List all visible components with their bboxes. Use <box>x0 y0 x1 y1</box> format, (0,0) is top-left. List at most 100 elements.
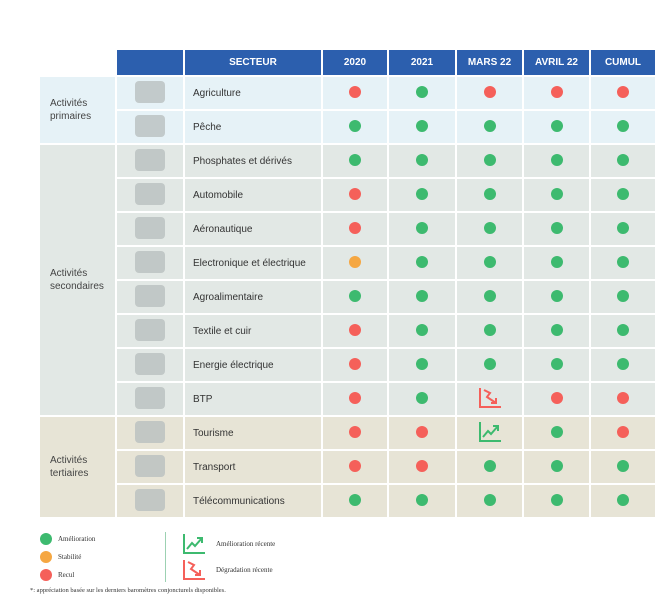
status-cell <box>455 109 524 145</box>
status-cell <box>387 415 457 451</box>
green-status-dot <box>416 85 428 98</box>
red-status-dot <box>550 85 563 98</box>
train-icon <box>115 449 185 485</box>
status-cell <box>387 75 457 111</box>
group-label: Activités secondaires <box>38 143 117 417</box>
car-icon <box>115 177 185 213</box>
green-status-dot <box>617 493 629 506</box>
green-status-dot <box>416 391 428 404</box>
status-cell <box>589 279 657 315</box>
legend-divider <box>165 532 166 582</box>
sector-name: BTP <box>183 381 323 417</box>
status-cell <box>522 381 591 417</box>
status-cell <box>387 211 457 247</box>
red-status-dot <box>483 85 496 98</box>
icon-header <box>115 48 185 77</box>
green-status-dot <box>483 255 496 268</box>
green-status-dot <box>416 289 428 302</box>
green-status-dot <box>550 425 563 438</box>
status-cell <box>589 245 657 281</box>
green-status-dot <box>617 323 629 336</box>
sector-name: Energie électrique <box>183 347 323 383</box>
status-cell <box>455 279 524 315</box>
red-status-dot <box>349 323 361 336</box>
green-status-dot <box>550 153 563 166</box>
green-status-dot <box>617 187 629 200</box>
green-status-dot <box>550 221 563 234</box>
jacket-icon <box>115 313 185 349</box>
red-status-dot <box>617 425 629 438</box>
green-status-dot <box>483 323 496 336</box>
trend-up-icon <box>478 421 502 446</box>
green-status-dot <box>617 119 629 132</box>
group-label: Activités primaires <box>38 75 117 145</box>
status-cell <box>321 313 389 349</box>
plant-icon <box>115 75 185 111</box>
status-cell <box>321 483 389 519</box>
green-status-dot <box>416 357 428 370</box>
green-status-dot <box>617 289 629 302</box>
status-cell <box>455 211 524 247</box>
green-status-dot <box>550 119 563 132</box>
red-status-dot <box>416 459 428 472</box>
status-cell <box>522 75 591 111</box>
status-cell <box>522 449 591 485</box>
trend-up-icon <box>183 534 205 554</box>
green-status-dot <box>483 493 496 506</box>
table-row: Aéronautique <box>39 211 657 247</box>
green-status-dot <box>550 255 563 268</box>
table-row: Transport <box>39 449 657 485</box>
legend-decline: Recul <box>58 571 75 579</box>
legend-improvement: Amélioration <box>58 535 96 543</box>
sector-name: Tourisme <box>183 415 323 451</box>
red-status-dot <box>349 187 361 200</box>
status-cell <box>455 245 524 281</box>
airplane-icon <box>115 211 185 247</box>
red-status-dot <box>349 425 361 438</box>
crane-icon <box>115 381 185 417</box>
green-status-dot <box>550 357 563 370</box>
green-status-dot <box>617 153 629 166</box>
status-cell <box>455 347 524 383</box>
blank-header <box>39 49 116 76</box>
table-row: BTP <box>39 381 657 417</box>
table-row: Textile et cuir <box>39 313 657 349</box>
basket-icon <box>115 279 185 315</box>
status-cell <box>589 109 657 145</box>
orange-status-dot <box>349 255 361 268</box>
status-cell <box>455 449 524 485</box>
status-cell <box>455 381 524 417</box>
sector-name: Agriculture <box>183 75 323 111</box>
status-cell <box>321 449 389 485</box>
table-row: Télécommunications <box>39 483 657 519</box>
red-status-dot <box>349 459 361 472</box>
red-status-dot <box>416 425 428 438</box>
status-cell <box>522 211 591 247</box>
status-cell <box>387 245 457 281</box>
status-cell <box>522 143 591 179</box>
status-cell <box>321 109 389 145</box>
red-status-dot <box>617 391 629 404</box>
red-status-dot <box>617 85 629 98</box>
green-status-dot <box>416 255 428 268</box>
green-status-dot <box>483 289 496 302</box>
table-row: Activités secondaires Phosphates et dériv… <box>38 143 657 417</box>
sector-name: Pêche <box>183 109 323 145</box>
fishing-boat-icon <box>115 109 185 145</box>
sector-name: Aéronautique <box>183 211 323 247</box>
status-cell <box>522 483 591 519</box>
building-icon <box>115 415 185 451</box>
green-status-dot <box>483 357 496 370</box>
green-status-dot <box>416 153 428 166</box>
status-cell <box>387 449 457 485</box>
footnote: *: appréciation basée sur les derniers b… <box>30 587 226 594</box>
green-status-dot <box>349 153 361 166</box>
green-status-dot <box>416 493 428 506</box>
orange-dot-icon <box>40 551 52 563</box>
red-status-dot <box>550 391 563 404</box>
table-row: Pêche <box>39 109 657 145</box>
status-cell <box>455 415 524 451</box>
green-status-dot <box>617 357 629 370</box>
status-cell <box>522 279 591 315</box>
trend-down-icon <box>478 387 502 412</box>
